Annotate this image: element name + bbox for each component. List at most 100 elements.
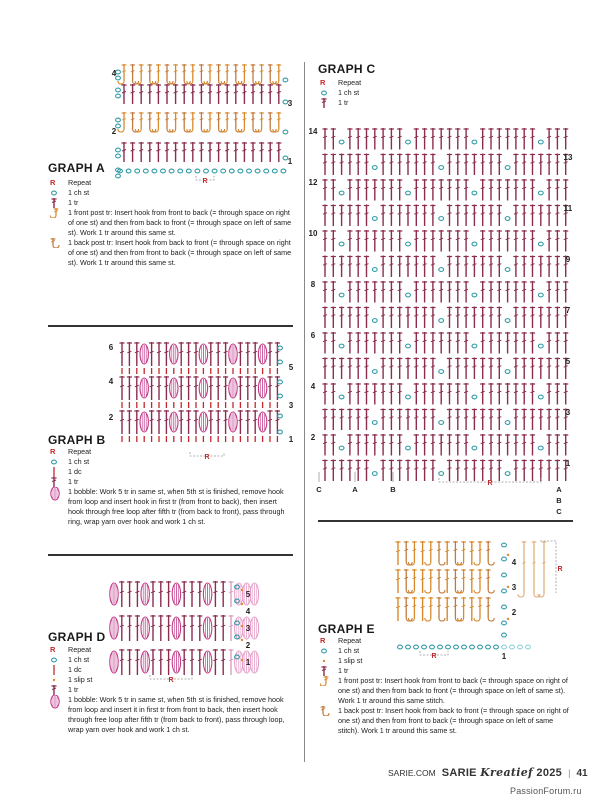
- tr-symbol: [322, 357, 328, 379]
- post-cross: [225, 118, 230, 121]
- tr-cross: [179, 418, 184, 422]
- fptr-symbol: [134, 112, 144, 133]
- tr-symbol: [224, 142, 230, 162]
- tr-cross: [463, 135, 469, 139]
- tr-cross: [497, 186, 502, 190]
- tr-cross: [228, 624, 234, 628]
- ch-symbol: [504, 318, 511, 323]
- ch-symbol: [438, 267, 445, 272]
- tr-symbol: [496, 128, 502, 150]
- post-cross: [478, 604, 482, 608]
- tr-cross: [422, 365, 427, 368]
- tr-cross: [380, 263, 386, 266]
- tr-symbol: [513, 230, 519, 252]
- slip-st-symbol: [506, 617, 510, 621]
- tr-cross: [472, 416, 477, 419]
- tr-symbol: [330, 383, 336, 405]
- post-cross: [233, 70, 238, 73]
- bobble-outline: [202, 650, 213, 674]
- tr-symbol: [330, 281, 336, 303]
- row-number-label: 3: [289, 401, 294, 410]
- ch-symbol: [234, 654, 240, 660]
- tr-cross: [186, 384, 191, 388]
- tr-symbol: [546, 179, 552, 201]
- tr-symbol: [372, 332, 378, 354]
- tr-cross: [480, 441, 485, 445]
- tr-symbol: [513, 255, 519, 277]
- tr-cross: [472, 161, 477, 164]
- ch-symbol: [461, 644, 467, 650]
- legend-text: 1 dc: [68, 665, 82, 674]
- tr-cross: [422, 467, 427, 470]
- tr-cross: [134, 384, 139, 388]
- tr-symbol: [330, 255, 336, 277]
- tr-symbol: [388, 204, 394, 226]
- slip-st-symbol: [240, 624, 244, 628]
- post-hook: [117, 80, 125, 85]
- post-hook: [132, 80, 140, 85]
- post-hook: [52, 244, 60, 248]
- ch-symbol: [271, 168, 278, 174]
- ch-symbol: [338, 139, 345, 145]
- tr-cross: [439, 441, 444, 445]
- tr-cross: [555, 161, 560, 164]
- tr-cross: [497, 339, 502, 343]
- tr-cross: [147, 91, 152, 94]
- tr-cross: [397, 186, 402, 190]
- legend-row: 1 back post tr: Insert hook from back to…: [318, 706, 576, 736]
- tr-symbol: [372, 434, 378, 456]
- bobble-symbol: [228, 411, 238, 433]
- ch-symbol: [321, 90, 327, 96]
- fptr-symbol: [457, 569, 466, 594]
- legend-text: Repeat: [68, 178, 92, 187]
- bobble-symbol: [50, 487, 60, 501]
- tr-cross: [380, 212, 386, 215]
- ch-symbol: [477, 644, 483, 650]
- tr-symbol: [496, 281, 502, 303]
- tr-symbol: [395, 597, 401, 621]
- tr-cross: [339, 212, 344, 215]
- tr-cross: [522, 365, 527, 368]
- tr-cross: [513, 365, 519, 368]
- tr-cross: [189, 590, 195, 594]
- bobble-outline: [249, 616, 260, 640]
- tr-cross: [356, 135, 361, 139]
- tr-symbol: [480, 306, 486, 328]
- ch-symbol: [493, 644, 499, 650]
- tr-symbol: [380, 459, 386, 481]
- row-number-label: 4: [112, 69, 117, 78]
- tr-cross: [275, 418, 280, 422]
- tr-symbol: [422, 204, 428, 226]
- tr-symbol: [463, 204, 469, 226]
- tr-cross: [414, 135, 419, 139]
- tr-symbol: [563, 281, 569, 303]
- tr-symbol: [215, 376, 221, 400]
- tr-symbol: [197, 615, 203, 641]
- tr-symbol: [388, 357, 394, 379]
- legend-symbol: [48, 238, 68, 248]
- tr-symbol: [529, 332, 536, 354]
- tr-cross: [530, 441, 535, 445]
- tr-symbol: [156, 376, 162, 400]
- bobble-outline: [257, 377, 268, 399]
- ch-symbol: [525, 644, 531, 650]
- tr-cross: [389, 441, 394, 445]
- bobble-outline: [234, 650, 244, 674]
- tr-cross: [150, 624, 156, 628]
- ch-symbol: [125, 168, 132, 174]
- tr-cross: [397, 416, 402, 419]
- tr-symbol: [430, 128, 436, 150]
- tr-cross: [546, 314, 552, 317]
- tr-symbol: [397, 128, 403, 150]
- tr-cross: [463, 288, 469, 292]
- tr-icon: [321, 98, 327, 108]
- tr-symbol: [388, 153, 394, 175]
- sl-icon: [322, 659, 326, 663]
- tr-symbol: [546, 128, 552, 150]
- tr-cross: [480, 390, 485, 394]
- tr-cross: [455, 314, 460, 317]
- tr-cross: [189, 658, 195, 662]
- tr-cross: [193, 384, 199, 388]
- ch-symbol: [371, 369, 378, 374]
- tr-symbol: [521, 204, 527, 226]
